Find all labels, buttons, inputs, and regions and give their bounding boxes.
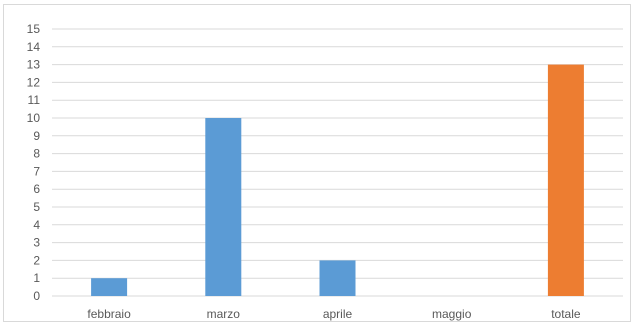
y-tick-label: 12	[27, 75, 41, 89]
bar-febbraio	[91, 278, 128, 296]
y-tick-label: 4	[33, 218, 40, 232]
y-tick-label: 6	[33, 182, 40, 196]
y-tick-label: 5	[33, 200, 40, 214]
y-tick-label: 13	[27, 58, 41, 72]
y-tick-label: 10	[27, 111, 41, 125]
bar-marzo	[205, 118, 242, 296]
x-tick-label-marzo: marzo	[207, 307, 241, 321]
y-tick-label: 2	[33, 253, 40, 267]
y-tick-label: 0	[33, 289, 40, 303]
y-tick-label: 3	[33, 236, 40, 250]
x-axis-category-labels: febbraio marzo aprile maggio totale	[87, 307, 580, 321]
y-tick-label: 14	[27, 40, 41, 54]
chart-area	[3, 4, 631, 322]
gridlines	[52, 28, 623, 297]
x-tick-label-totale: totale	[551, 307, 581, 321]
y-tick-label: 8	[33, 147, 40, 161]
bar-totale	[547, 64, 584, 296]
y-tick-label: 15	[27, 22, 41, 36]
bars	[91, 64, 584, 296]
bar-aprile	[319, 260, 356, 296]
x-tick-label-aprile: aprile	[323, 307, 353, 321]
x-tick-label-maggio: maggio	[432, 307, 472, 321]
y-tick-label: 11	[28, 93, 41, 107]
x-tick-label-febbraio: febbraio	[87, 307, 131, 321]
y-tick-label: 1	[33, 271, 40, 285]
y-tick-label: 7	[33, 164, 40, 178]
y-tick-label: 9	[33, 129, 40, 143]
